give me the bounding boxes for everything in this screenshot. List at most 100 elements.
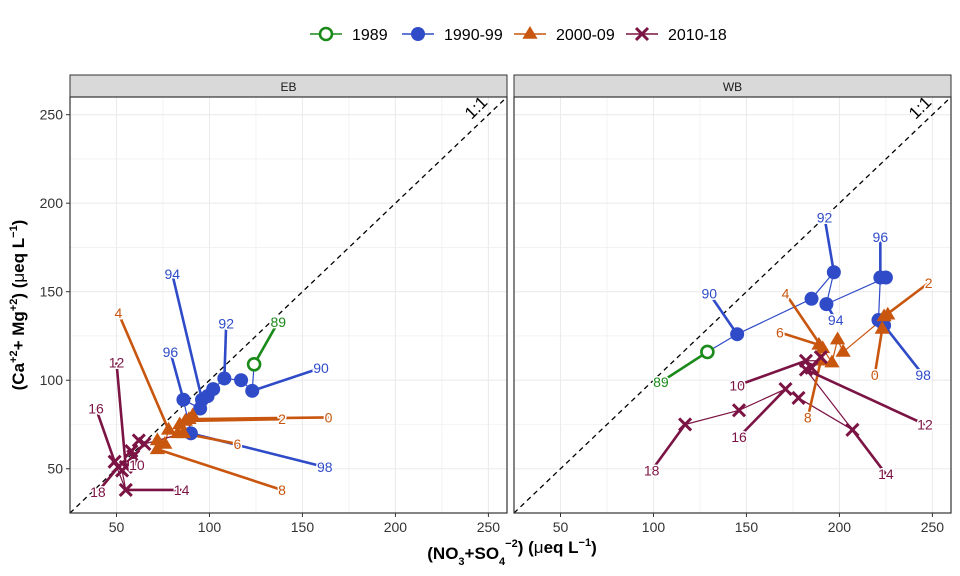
data-point	[245, 383, 260, 398]
label-leader	[823, 217, 836, 273]
label-leader	[736, 359, 807, 387]
y-tick-label: 50	[47, 461, 63, 477]
label-leader	[185, 417, 283, 423]
y-tick-label: 250	[40, 107, 64, 123]
data-point	[200, 389, 215, 404]
data-point	[791, 390, 806, 405]
legend-label: 2010-18	[668, 27, 727, 44]
x-tick-label: 200	[828, 519, 852, 535]
data-point	[149, 432, 165, 446]
data-point	[246, 357, 262, 372]
data-label: 18	[90, 484, 106, 500]
label-leader	[650, 423, 687, 472]
data-point	[845, 422, 860, 437]
data-point	[829, 331, 846, 345]
data-point	[811, 336, 827, 350]
legend-marker	[411, 27, 425, 41]
label-leader	[660, 350, 709, 384]
data-label: 96	[163, 344, 179, 360]
data-label: 8	[278, 482, 286, 498]
data-point	[170, 425, 186, 439]
data-label: 90	[313, 360, 329, 376]
data-label: 92	[218, 316, 234, 332]
data-point	[804, 360, 819, 375]
data-point	[234, 373, 249, 388]
data-label: 14	[878, 466, 894, 482]
label-leader	[784, 292, 824, 350]
axis-titles: (NO3+SO4−2) (μeq L−1) (Ca+2+ Mg+2) (μeq …	[8, 220, 597, 568]
data-label: 92	[817, 209, 833, 225]
data-label: 0	[325, 409, 333, 425]
label-leader	[94, 408, 116, 463]
x-tick-label: 50	[109, 519, 125, 535]
legend-item: 2000-09	[514, 26, 615, 44]
data-label: 2	[278, 411, 286, 427]
label-leader	[851, 429, 887, 475]
data-point	[157, 435, 173, 449]
y-tick-label: 150	[40, 284, 64, 300]
label-leader	[251, 366, 322, 393]
panel-frame	[69, 96, 508, 514]
label-leader	[806, 360, 823, 418]
data-point	[124, 443, 139, 459]
data-label: 16	[731, 429, 747, 445]
data-label: 10	[729, 378, 745, 394]
data-point	[835, 343, 851, 357]
legend-marker	[522, 26, 538, 39]
y-tick-label: 200	[40, 195, 64, 211]
data-label: 18	[644, 463, 660, 479]
legend-item: 1989	[310, 26, 388, 44]
label-leader	[156, 448, 283, 492]
data-point	[185, 407, 201, 421]
data-point	[193, 401, 208, 416]
label-leader	[883, 281, 930, 318]
data-label: 98	[317, 459, 333, 475]
label-leader	[171, 273, 204, 401]
legend-item: 2010-18	[626, 26, 727, 44]
trajectory-segment	[736, 298, 812, 335]
data-point	[730, 327, 745, 342]
data-point	[700, 344, 715, 360]
data-label: 90	[701, 285, 717, 301]
label-leader	[117, 312, 170, 431]
data-point	[678, 417, 693, 432]
x-tick-label: 150	[735, 519, 759, 535]
legend-label: 1989	[352, 27, 388, 44]
data-label: 6	[776, 324, 784, 340]
data-label: 10	[129, 457, 145, 473]
data-point	[217, 371, 232, 386]
legend-item: 1990-99	[402, 27, 503, 44]
data-point	[804, 291, 819, 306]
data-label: 8	[804, 409, 812, 425]
legend-marker	[634, 26, 650, 42]
data-point	[115, 463, 130, 478]
data-point	[826, 265, 841, 280]
data-point	[149, 441, 165, 455]
data-label: 94	[828, 312, 844, 328]
x-tick-label: 100	[198, 519, 222, 535]
legend-marker	[318, 26, 334, 42]
x-axis-title: (NO3+SO4−2) (μeq L−1)	[427, 537, 596, 568]
label-leader	[169, 351, 185, 401]
label-leader	[223, 323, 228, 379]
label-leader	[252, 321, 280, 365]
y-axis-title: (Ca+2+ Mg+2) (μeq L−1)	[8, 220, 28, 391]
data-label: 16	[88, 401, 104, 417]
data-label: 89	[653, 374, 669, 390]
panel-frame	[513, 96, 952, 514]
trajectory-segment	[121, 470, 127, 491]
data-point	[118, 482, 133, 498]
label-leader	[883, 324, 925, 376]
data-point	[874, 320, 890, 334]
data-label: 4	[782, 285, 790, 301]
legend: 1989 1990-99 2000-09 2010-18	[310, 26, 727, 44]
label-leader	[115, 362, 128, 468]
trajectory-segment	[738, 388, 786, 411]
x-tick-label: 50	[553, 519, 569, 535]
panel-title: EB	[280, 80, 296, 94]
data-label: 12	[917, 416, 933, 432]
